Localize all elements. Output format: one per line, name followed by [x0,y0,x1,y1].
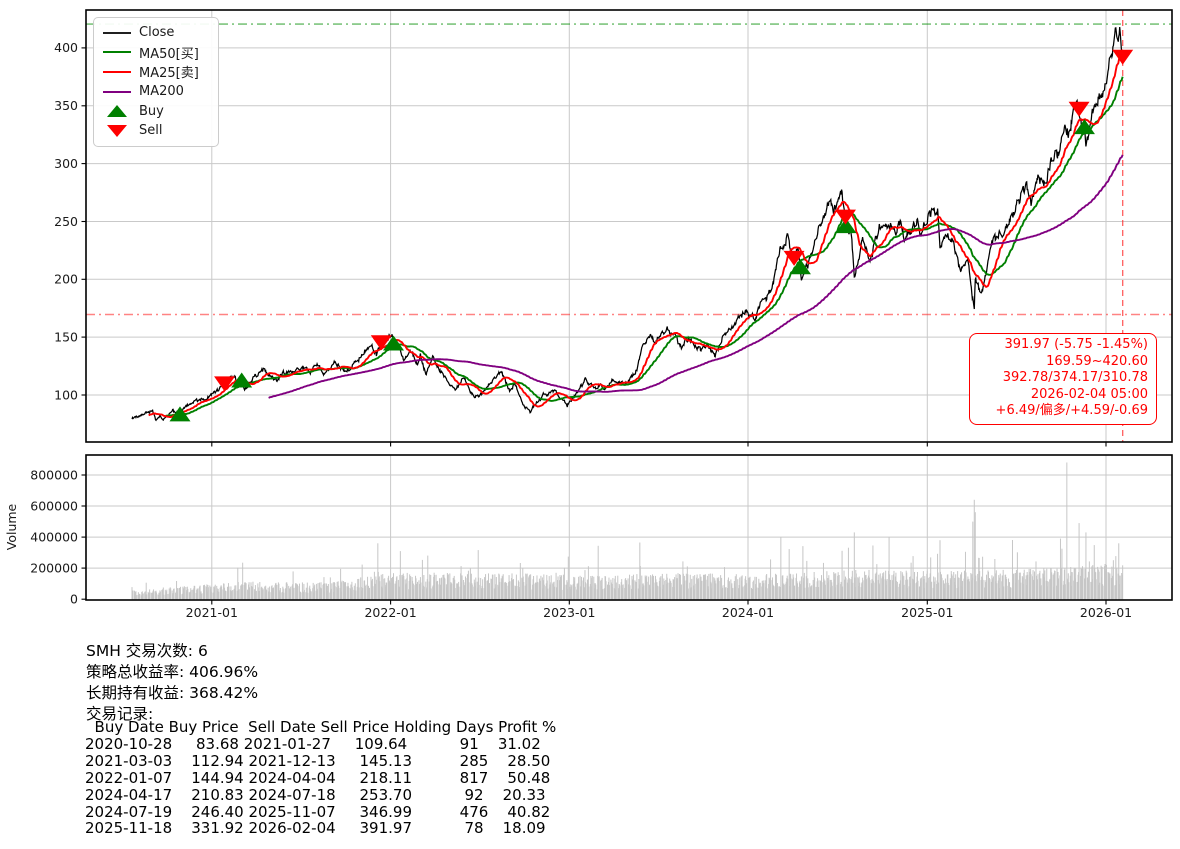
close-line-icon [103,31,131,34]
legend-label: Sell [139,123,163,139]
volume-bars [131,462,1124,600]
svg-text:200000: 200000 [30,560,78,575]
buy-marker-icon [107,105,127,118]
svg-text:2022-01: 2022-01 [364,605,416,620]
legend-item-close: Close [102,23,210,43]
hold-return-line: 长期持有收益: 368.42% [86,684,259,702]
legend-label: MA25[卖] [139,66,199,82]
legend-label: Close [139,25,175,41]
legend-item-ma25: MA25[卖] [102,62,210,82]
svg-text:350: 350 [54,98,78,113]
legend-item-sell: Sell [102,121,210,141]
svg-text:300: 300 [54,156,78,171]
buy-marker [835,218,857,234]
trade-records-label: 交易记录: [86,705,154,723]
ma200-line [268,154,1124,399]
buy-marker [169,406,191,422]
trade-records-table: Buy Date Buy Price Sell Date Sell Price … [85,718,557,838]
sell-marker-icon [107,124,127,137]
ma200-line-icon [103,90,131,93]
trades-count-line: SMH 交易次数: 6 [86,642,208,660]
svg-text:2024-01: 2024-01 [722,605,774,620]
price-volume-chart: 2021-01 2022-01 2023-01 2024-01 2025-01 2026-… [4,9,1173,620]
legend-item-ma200: MA200 [102,82,210,102]
sell-marker [1068,101,1090,117]
annotation-line: +6.49/偏多/+4.59/-0.69 [995,403,1148,419]
svg-text:2026-01: 2026-01 [1080,605,1132,620]
annotation-box: 391.97 (-5.75 -1.45%) 169.59~420.60 392.… [969,333,1157,425]
annotation-line: 2026-02-04 05:00 [1030,386,1148,402]
svg-text:400: 400 [54,40,78,55]
ma25-line-icon [103,70,131,73]
legend-label: MA50[买] [139,46,199,62]
ma25-line [148,49,1124,419]
annotation-line: 392.78/374.17/310.78 [1002,370,1148,386]
sell-marker [783,250,805,266]
buy-marker [1073,119,1095,135]
svg-text:100: 100 [54,387,78,402]
axis-ticks [81,47,1107,605]
svg-text:2025-01: 2025-01 [901,605,953,620]
svg-text:200: 200 [54,272,78,287]
sell-marker [214,376,236,392]
sell-marker [370,335,392,351]
axis-tick-labels: 2021-01 2022-01 2023-01 2024-01 2025-01 2026-… [30,40,1132,620]
legend: Close MA50[买] MA25[卖] MA200 Buy Sell [93,17,219,147]
svg-text:2023-01: 2023-01 [543,605,595,620]
buy-marker [231,372,253,388]
legend-label: MA200 [139,84,184,100]
sell-marker [1112,49,1134,65]
svg-text:150: 150 [54,329,78,344]
annotation-line: 391.97 (-5.75 -1.45%) [1004,337,1148,352]
volume-axis-label: Volume [4,503,19,550]
ma50-line-icon [103,51,131,54]
legend-item-ma50: MA50[买] [102,43,210,63]
price-panel-border [85,9,1173,443]
svg-text:400000: 400000 [30,529,78,544]
buy-marker [382,335,404,351]
sell-marker [834,209,856,225]
svg-text:2021-01: 2021-01 [186,605,238,620]
legend-label: Buy [139,103,164,119]
strategy-return-line: 策略总收益率: 406.96% [86,663,259,681]
strategy-stats: SMH 交易次数: 6 策略总收益率: 406.96% 长期持有收益: 368.… [86,641,258,725]
annotation-line: 169.59~420.60 [1046,353,1148,369]
volume-panel-border [85,454,1173,601]
svg-text:800000: 800000 [30,467,78,482]
gridlines [86,10,1172,600]
buy-marker [789,259,811,275]
legend-item-buy: Buy [102,101,210,121]
svg-text:600000: 600000 [30,498,78,513]
svg-text:250: 250 [54,214,78,229]
svg-text:0: 0 [70,592,78,607]
